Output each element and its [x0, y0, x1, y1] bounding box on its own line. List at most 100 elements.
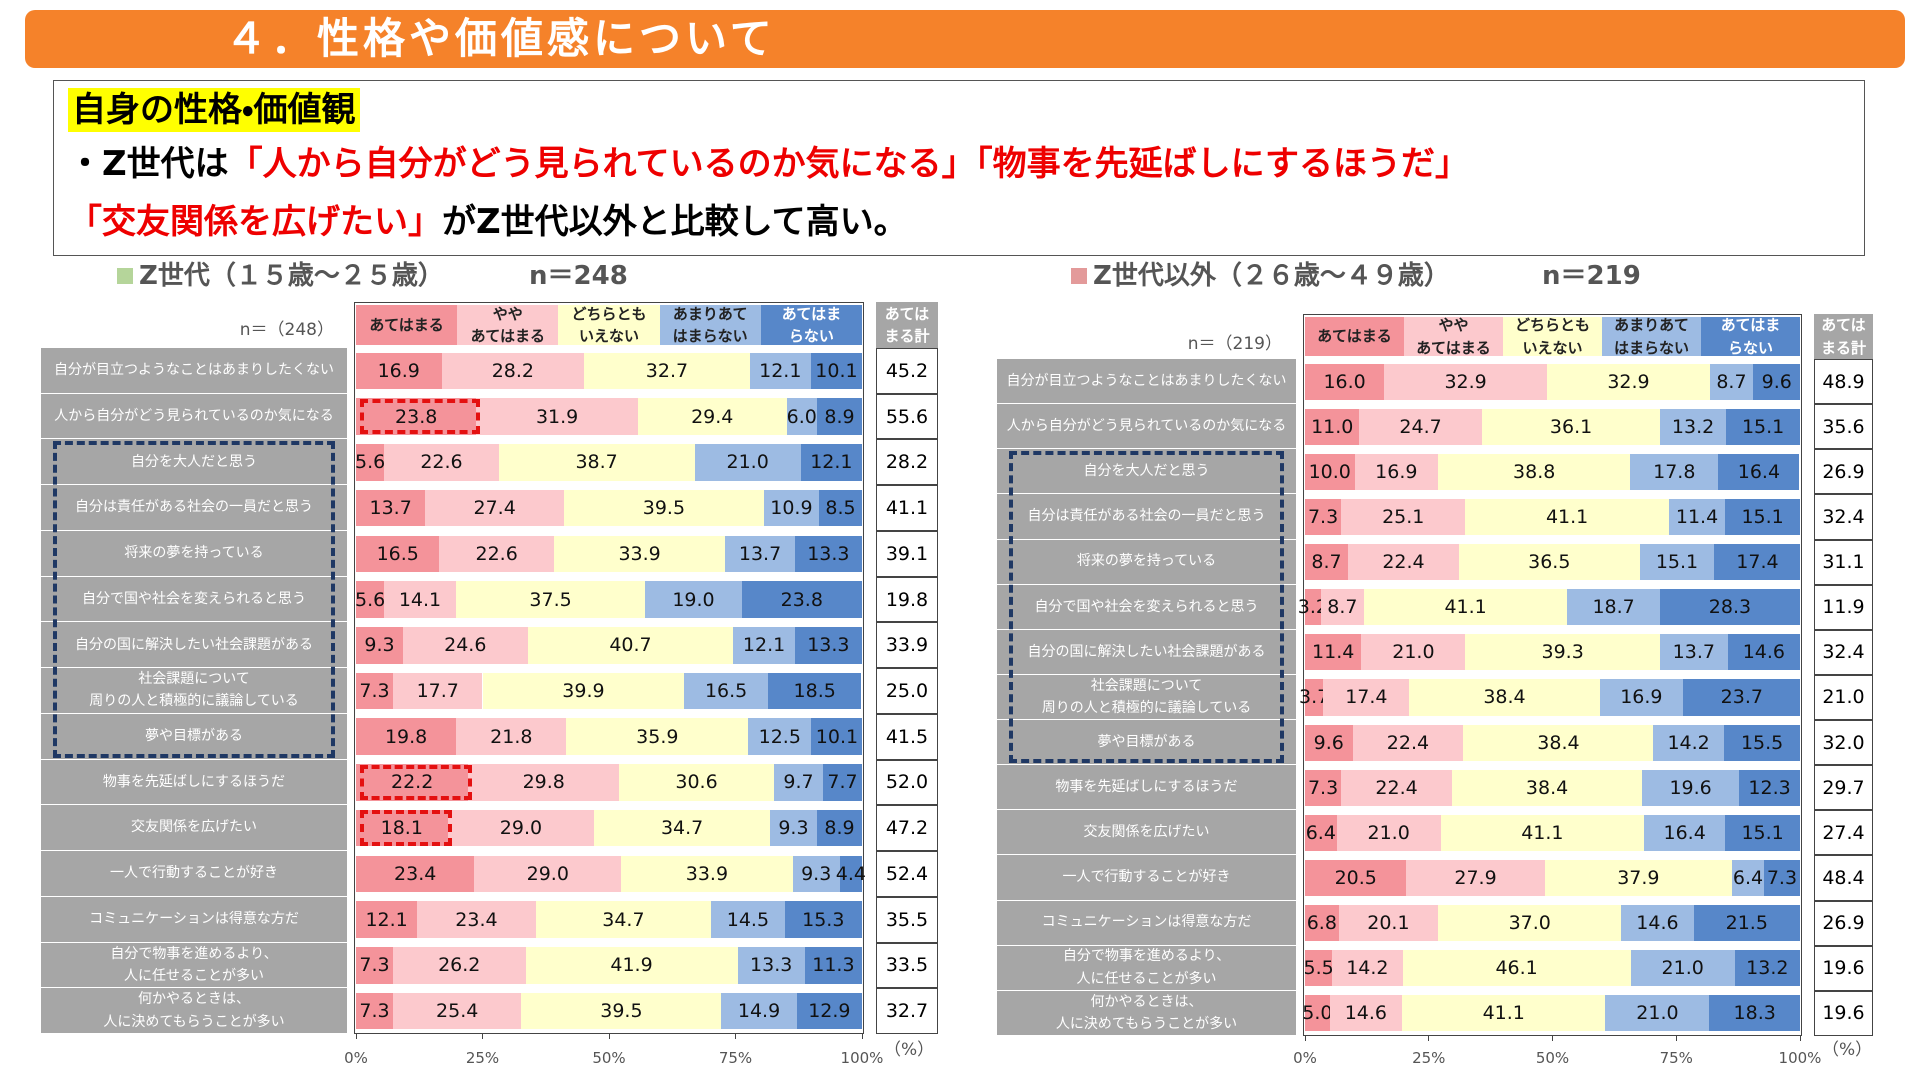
category-label: 自分で物事を進めるより、 人に任せることが多い — [41, 942, 347, 989]
value-label: 12.1 — [810, 451, 853, 474]
tick-mark — [608, 1034, 610, 1039]
bar-segment — [1458, 544, 1640, 581]
highlight-box — [360, 810, 452, 847]
value-label: 41.9 — [610, 954, 653, 977]
value-label: 13.2 — [1671, 415, 1715, 438]
bar-segment — [527, 626, 734, 664]
legend-cell: あまりあて はまらない — [659, 305, 761, 345]
bar-segment — [384, 444, 499, 481]
bar-segment — [1438, 905, 1622, 942]
value-label: 33.9 — [685, 862, 729, 885]
highlight-box — [360, 398, 481, 435]
category-label: 社会課題について 周りの人と積極的に議論している — [41, 668, 347, 714]
total-label: 27.4 — [1822, 821, 1865, 844]
total-label: 52.4 — [885, 862, 929, 885]
total-cell — [876, 348, 938, 394]
bar-segment — [721, 992, 797, 1030]
value-label: 8.5 — [825, 497, 856, 520]
total-label: 35.6 — [1822, 415, 1865, 438]
total-cell — [876, 942, 938, 989]
bar-segment — [1409, 679, 1600, 716]
value-label: 21.0 — [1367, 821, 1410, 844]
sample-size-sub: n＝（248） — [239, 320, 334, 340]
value-label: 36.1 — [1549, 415, 1593, 438]
bar-segment — [1384, 363, 1548, 400]
bar-segment — [763, 489, 819, 527]
bar-segment — [733, 626, 795, 664]
legend-label: Z世代（１５歳～２５歳） — [139, 261, 444, 291]
bar-segment — [1659, 589, 1800, 626]
bar-segment — [1739, 769, 1800, 806]
bar-segment — [786, 398, 817, 435]
page-title: ４．性格や価値感について — [225, 14, 776, 63]
bar-segment — [392, 672, 483, 710]
summary-line: 「交友関係を広げたい」がZ世代以外と比較して高い。 — [68, 198, 908, 246]
tick-mark — [1428, 1036, 1430, 1041]
bar-segment — [1709, 363, 1753, 400]
bar-segment — [1683, 679, 1801, 716]
bar-segment — [356, 444, 385, 481]
value-label: 15.3 — [802, 908, 845, 931]
value-label: 22.4 — [1382, 551, 1425, 574]
total-label: 31.1 — [1822, 551, 1865, 574]
value-label: 12.9 — [808, 1000, 851, 1023]
value-label: 14.1 — [398, 588, 442, 611]
value-label: 15.1 — [1741, 505, 1784, 528]
value-label: 36.5 — [1528, 551, 1571, 574]
total-label: 19.6 — [1822, 957, 1865, 980]
category-label: 何かやるときは、 人に決めてもらうことが多い — [997, 990, 1296, 1036]
value-label: 19.0 — [672, 588, 715, 611]
value-label: 39.5 — [642, 497, 686, 520]
bar-segment — [792, 855, 840, 893]
total-cell — [876, 988, 938, 1034]
value-label: 4.4 — [835, 862, 866, 885]
bar-segment — [498, 444, 695, 481]
total-cell — [1814, 765, 1873, 811]
bar-segment — [1305, 814, 1337, 851]
category-label: 自分は責任がある社会の一員だと思う — [41, 485, 347, 531]
value-label: 22.6 — [420, 451, 463, 474]
value-label: 31.9 — [535, 405, 579, 428]
bar-segment — [1668, 498, 1726, 535]
bar-segment — [441, 352, 585, 390]
x-tick-label: 75% — [718, 1049, 753, 1067]
bar-segment — [684, 672, 768, 710]
bar-segment — [804, 947, 862, 984]
bar-segment — [741, 581, 862, 618]
value-label: 20.5 — [1334, 867, 1377, 890]
total-header: あては まる計 — [876, 302, 938, 348]
total-cell — [876, 805, 938, 852]
bar-segment — [1752, 363, 1801, 400]
value-label: 11.4 — [1675, 505, 1719, 528]
bar-segment — [769, 809, 817, 847]
total-label: 41.1 — [885, 497, 929, 520]
bar-segment — [553, 535, 726, 573]
total-label: 26.9 — [1822, 912, 1865, 935]
value-label: 16.9 — [1375, 460, 1418, 483]
value-label: 19.6 — [1669, 776, 1712, 799]
total-cell — [1814, 404, 1873, 450]
total-cell — [1814, 720, 1873, 766]
legend-cell: あまりあて はまらない — [1602, 316, 1701, 357]
value-label: 7.3 — [359, 954, 390, 977]
summary-box — [53, 80, 1865, 256]
value-label: 25.4 — [436, 1000, 479, 1023]
bar-segment — [356, 901, 418, 938]
bar-segment — [1725, 498, 1800, 535]
bar-segment — [468, 764, 620, 801]
bar-segment — [456, 718, 567, 756]
bar-segment — [1323, 679, 1410, 716]
bar-segment — [1305, 679, 1324, 716]
value-label: 18.7 — [1592, 596, 1635, 619]
total-cell — [1814, 359, 1873, 405]
value-label: 7.3 — [1307, 776, 1339, 799]
bar-segment — [784, 901, 862, 938]
bar-segment — [796, 992, 862, 1030]
value-label: 26.2 — [438, 954, 481, 977]
category-label: 人から自分がどう見られているのか気になる — [997, 404, 1296, 450]
value-label: 14.6 — [1636, 912, 1679, 935]
bar-segment — [584, 352, 750, 390]
bar-segment — [594, 809, 770, 847]
bar-segment — [1714, 544, 1801, 581]
value-label: 15.5 — [1740, 731, 1784, 754]
